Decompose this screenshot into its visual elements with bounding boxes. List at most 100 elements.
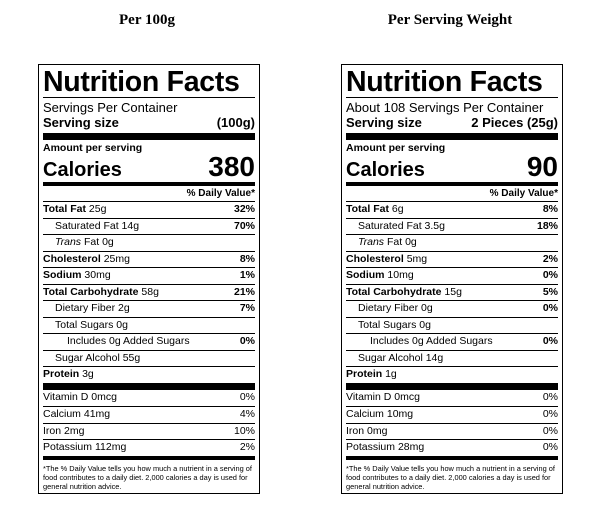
vitamin-name: Vitamin D: [346, 390, 392, 403]
nutrient-name: Sugar Alcohol: [358, 351, 423, 364]
vitamin-amount: 0mcg: [394, 390, 420, 403]
vitamin-percent: 4%: [239, 408, 255, 420]
nutrient-row-added-sugars: Includes 0g Added Sugars 0%: [346, 333, 558, 350]
amount-per-serving: Amount per serving: [346, 142, 446, 154]
nutrition-label-per-100g: Nutrition Facts Servings Per Container S…: [38, 64, 260, 494]
nutrient-name-suffix: Fat: [386, 236, 403, 248]
nutrient-row-dietary-fiber: Dietary Fiber 2g 7%: [43, 300, 255, 317]
nutrient-amount: 0g: [421, 302, 433, 314]
thick-divider: [43, 133, 255, 140]
column-heading-per-100g: Per 100g: [119, 12, 175, 28]
divider: [346, 97, 558, 98]
nutrient-row-sugar-alcohol: Sugar Alcohol 14g: [346, 349, 558, 367]
calories-value: 90: [526, 151, 558, 182]
nutrition-facts-title: Nutrition Facts: [346, 66, 543, 98]
daily-value-header: % Daily Value*: [489, 188, 558, 199]
nutrient-amount: 3g: [82, 368, 94, 380]
column-heading-per-serving: Per Serving Weight: [387, 12, 513, 28]
thick-divider: [43, 382, 255, 390]
vitamin-row: Potassium 28mg 0%: [346, 439, 558, 456]
nutrient-percent: 1%: [239, 269, 255, 281]
medium-divider: [43, 455, 255, 460]
nutrient-row-sodium: Sodium 10mg 0%: [346, 267, 558, 284]
footnote: *The % Daily Value tells you how much a …: [346, 463, 555, 491]
medium-divider: [43, 182, 255, 186]
nutrient-amount: 14g: [425, 351, 444, 364]
serving-size-row: Serving size (100g): [43, 115, 255, 130]
nutrient-name: Saturated Fat: [55, 219, 119, 232]
nutrient-row-total-sugars: Total Sugars 0g: [346, 316, 558, 334]
vitamin-percent: 0%: [542, 424, 558, 437]
nutrient-percent: 8%: [542, 203, 558, 215]
nutrient-row-dietary-fiber: Dietary Fiber 0g 0%: [346, 300, 558, 317]
nutrient-name-suffix: Fat: [83, 236, 100, 248]
vitamin-amount: 112mg: [94, 441, 127, 453]
nutrient-name: Protein: [346, 368, 383, 380]
nutrient-percent: 0%: [542, 302, 558, 314]
vitamin-percent: 0%: [239, 390, 255, 403]
nutrient-row-trans-fat: Trans Fat 0g: [346, 234, 558, 251]
vitamin-percent: 0%: [542, 390, 558, 403]
nutrient-row-saturated-fat: Saturated Fat 3.5g 18%: [346, 217, 558, 235]
nutrient-row-protein: Protein 3g: [43, 366, 255, 383]
footnote: *The % Daily Value tells you how much a …: [43, 463, 252, 491]
nutrient-percent: 0%: [542, 335, 558, 347]
nutrient-row-saturated-fat: Saturated Fat 14g 70%: [43, 217, 255, 235]
nutrient-name: Total Fat: [43, 203, 86, 215]
thick-divider: [346, 382, 558, 390]
vitamin-amount: 10mg: [386, 408, 414, 420]
nutrient-amount: 0g: [116, 318, 128, 331]
vitamin-name: Iron: [346, 424, 365, 437]
nutrient-name: Sodium: [43, 269, 82, 281]
calories-label: Calories: [346, 159, 425, 181]
calories-row: Calories 380: [43, 153, 255, 182]
serving-size-value: (100g): [216, 115, 255, 130]
nutrient-amount: 14g: [121, 219, 140, 232]
vitamin-row: Vitamin D 0mcg 0%: [346, 390, 558, 407]
vitamin-row: Potassium 112mg 2%: [43, 439, 255, 456]
nutrient-name: Protein: [43, 368, 80, 380]
vitamin-amount: 41mg: [83, 408, 111, 420]
nutrient-name: Total Carbohydrate: [346, 285, 442, 298]
vitamin-percent: 10%: [233, 424, 255, 437]
vitamin-amount: 0mg: [367, 424, 388, 437]
nutrient-amount: 10mg: [387, 269, 414, 281]
vitamin-percent: 0%: [542, 441, 558, 453]
nutrient-row-total-carbohydrate: Total Carbohydrate 15g 5%: [346, 283, 558, 301]
vitamin-name: Potassium: [346, 441, 396, 453]
nutrient-percent: 21%: [233, 285, 255, 298]
nutrient-row-total-fat: Total Fat 25g 32%: [43, 201, 255, 218]
nutrient-amount: 5mg: [406, 252, 428, 265]
nutrient-name: Saturated Fat: [358, 219, 422, 232]
nutrient-name: Sodium: [346, 269, 385, 281]
nutrient-amount: 58g: [141, 285, 159, 298]
nutrient-amount: 15g: [444, 285, 462, 298]
medium-divider: [346, 182, 558, 186]
nutrient-name: Total Sugars: [358, 318, 417, 331]
daily-value-header: % Daily Value*: [186, 188, 255, 199]
nutrient-name: Trans: [55, 236, 82, 248]
nutrition-facts-title: Nutrition Facts: [43, 66, 240, 98]
vitamin-row: Iron 2mg 10%: [43, 422, 255, 440]
nutrient-name: Cholesterol: [43, 252, 101, 265]
vitamin-amount: 0mcg: [91, 390, 117, 403]
vitamin-row: Calcium 10mg 0%: [346, 406, 558, 423]
vitamin-row: Iron 0mg 0%: [346, 422, 558, 440]
nutrient-row-sugar-alcohol: Sugar Alcohol 55g: [43, 349, 255, 367]
serving-size-row: Serving size 2 Pieces (25g): [346, 115, 558, 130]
nutrient-percent: 18%: [536, 219, 558, 232]
vitamin-name: Vitamin D: [43, 390, 89, 403]
nutrient-amount: 0g: [405, 236, 417, 248]
nutrient-percent: 5%: [542, 285, 558, 298]
nutrient-name: Includes 0g Added Sugars: [67, 335, 190, 347]
servings-per-container: About 108 Servings Per Container: [346, 100, 544, 115]
calories-row: Calories 90: [346, 151, 558, 182]
amount-per-serving: Amount per serving: [43, 142, 143, 154]
nutrient-percent: 2%: [542, 252, 558, 265]
nutrient-name: Total Fat: [346, 203, 389, 215]
nutrient-amount: 0g: [102, 236, 114, 248]
divider: [43, 97, 255, 98]
vitamin-amount: 2mg: [64, 424, 85, 437]
vitamin-row: Calcium 41mg 4%: [43, 406, 255, 423]
nutrient-percent: 7%: [239, 302, 255, 314]
